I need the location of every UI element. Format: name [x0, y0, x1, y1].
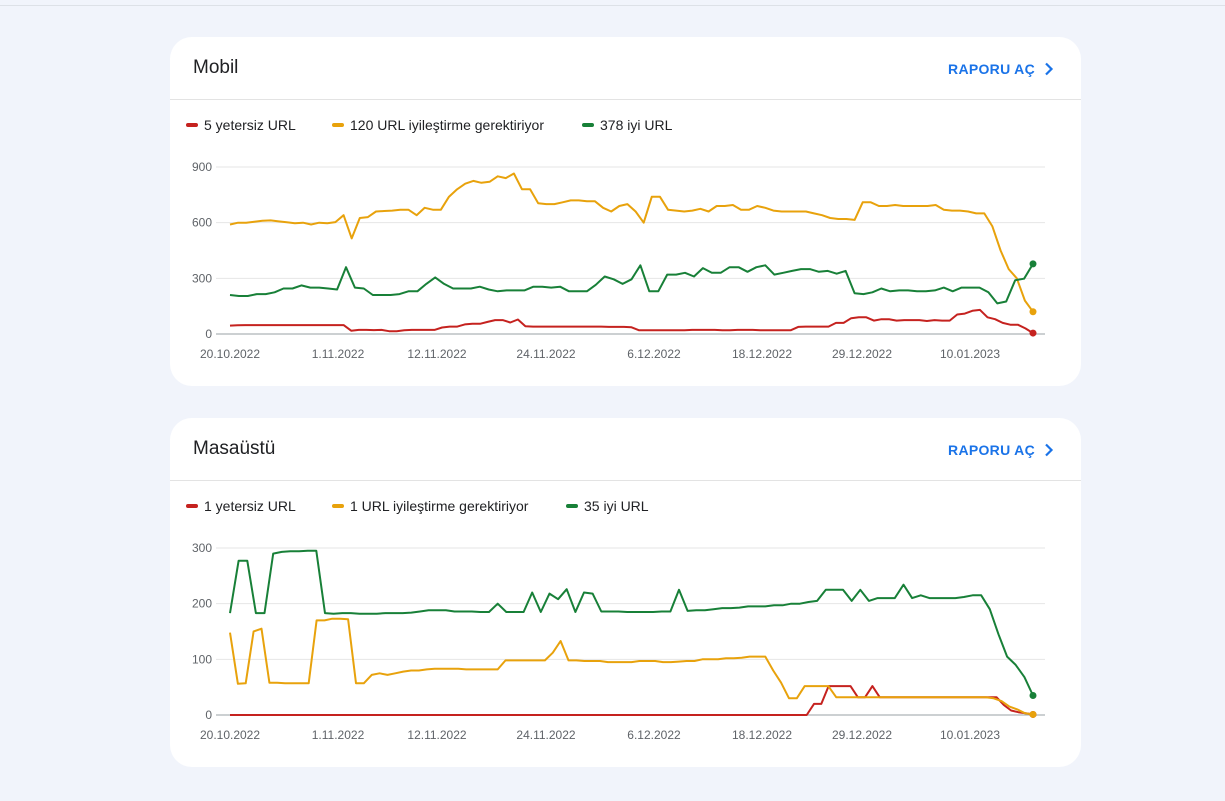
x-tick-label: 20.10.2022: [200, 728, 260, 742]
legend-item-good[interactable]: 35 iyi URL: [566, 498, 649, 514]
x-tick-label: 6.12.2022: [627, 347, 681, 361]
series-end-point-0: [1029, 329, 1037, 337]
x-tick-label: 18.12.2022: [732, 347, 792, 361]
legend-swatch: [332, 123, 344, 127]
legend-item-good[interactable]: 378 iyi URL: [582, 117, 672, 133]
series-end-point-1: [1029, 308, 1037, 316]
legend-swatch: [186, 123, 198, 127]
open-report-label: RAPORU AÇ: [948, 61, 1035, 77]
legend-label: 120 URL iyileştirme gerektiriyor: [350, 117, 544, 133]
x-tick-label: 24.11.2022: [516, 347, 575, 361]
y-tick-label: 900: [192, 160, 212, 174]
chevron-right-icon: [1045, 62, 1054, 76]
mobile-report-card: Mobil RAPORU AÇ 5 yetersiz URL 120 URL i…: [170, 37, 1081, 386]
desktop-report-card: Masaüstü RAPORU AÇ 1 yetersiz URL 1 URL …: [170, 418, 1081, 767]
legend-swatch: [186, 504, 198, 508]
legend-item-needs-improvement[interactable]: 120 URL iyileştirme gerektiriyor: [332, 117, 544, 133]
y-tick-label: 200: [192, 597, 212, 611]
series-end-point-2: [1029, 260, 1037, 268]
legend-swatch: [332, 504, 344, 508]
legend-swatch: [566, 504, 578, 508]
card-header: Mobil RAPORU AÇ: [170, 37, 1081, 100]
legend-swatch: [582, 123, 594, 127]
legend-label: 5 yetersiz URL: [204, 117, 296, 133]
open-report-link[interactable]: RAPORU AÇ: [948, 61, 1055, 77]
y-tick-label: 100: [192, 652, 212, 666]
legend-label: 35 iyi URL: [584, 498, 649, 514]
series-line-1[interactable]: [229, 617, 1034, 716]
legend-item-poor[interactable]: 1 yetersiz URL: [186, 498, 296, 514]
x-tick-label: 29.12.2022: [832, 728, 892, 742]
card-title: Masaüstü: [193, 438, 276, 459]
x-tick-label: 1.11.2022: [312, 347, 365, 361]
desktop-line-chart: 0 100 200 300 20.10.2022 1.11.2022 12.11.2022 2…: [192, 541, 1045, 742]
series-line-0[interactable]: [229, 308, 1034, 334]
x-tick-label: 18.12.2022: [732, 728, 792, 742]
legend-label: 1 URL iyileştirme gerektiriyor: [350, 498, 529, 514]
legend-label: 1 yetersiz URL: [204, 498, 296, 514]
x-tick-label: 20.10.2022: [200, 347, 260, 361]
x-tick-label: 10.01.2023: [940, 347, 1000, 361]
legend-label: 378 iyi URL: [600, 117, 673, 133]
series-end-point-2: [1029, 692, 1037, 700]
x-tick-label: 1.11.2022: [312, 728, 365, 742]
open-report-link[interactable]: RAPORU AÇ: [948, 442, 1055, 458]
card-title: Mobil: [193, 57, 239, 78]
y-tick-label: 600: [192, 216, 212, 230]
card-header: Masaüstü RAPORU AÇ: [170, 418, 1081, 481]
series-line-2[interactable]: [229, 263, 1034, 305]
legend-item-needs-improvement[interactable]: 1 URL iyileştirme gerektiriyor: [332, 498, 528, 514]
mobile-line-chart: 0 300 600 900 20.10.2022 1.11.2022 12.11.2022 2…: [192, 160, 1045, 361]
y-tick-label: 300: [192, 271, 212, 285]
x-tick-label: 24.11.2022: [516, 728, 575, 742]
top-divider: [0, 0, 1225, 6]
x-tick-label: 29.12.2022: [832, 347, 892, 361]
series-line-1[interactable]: [229, 172, 1034, 313]
x-tick-label: 6.12.2022: [627, 728, 681, 742]
y-tick-label: 300: [192, 541, 212, 555]
x-tick-label: 10.01.2023: [940, 728, 1000, 742]
y-tick-label: 0: [205, 708, 212, 722]
series-end-point-1: [1029, 710, 1037, 718]
x-tick-label: 12.11.2022: [407, 347, 466, 361]
x-tick-label: 12.11.2022: [407, 728, 466, 742]
chevron-right-icon: [1045, 443, 1054, 457]
y-tick-label: 0: [205, 327, 212, 341]
legend-item-poor[interactable]: 5 yetersiz URL: [186, 117, 296, 133]
open-report-label: RAPORU AÇ: [948, 442, 1035, 458]
series-line-0[interactable]: [230, 685, 1034, 716]
series-line-2[interactable]: [229, 549, 1034, 696]
